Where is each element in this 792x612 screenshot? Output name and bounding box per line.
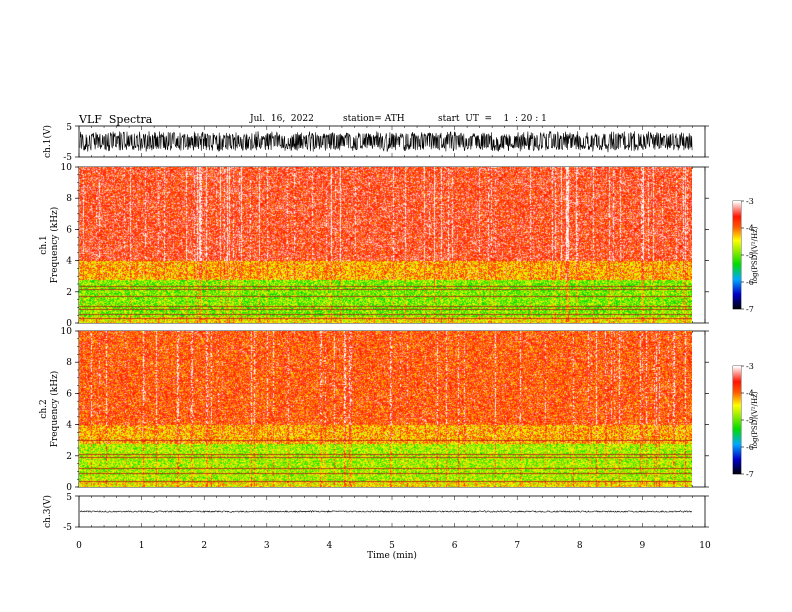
station-label: station= ATH — [343, 114, 405, 124]
ch1-spectrogram-ytick-label: 10 — [61, 163, 73, 173]
ch3-waveform-ytick-top: 5 — [66, 493, 72, 503]
x-tick-label: 10 — [699, 541, 711, 551]
ch1-colorbar-tick-label: -3 — [746, 197, 754, 206]
ch1-spectrogram-ytick-label: 8 — [66, 194, 72, 204]
x-tick-label: 6 — [452, 541, 458, 551]
ch2-colorbar-tick-label: -7 — [746, 470, 754, 479]
ch2-colorbar-tick-label: -5 — [746, 416, 754, 425]
x-tick-label: 7 — [514, 541, 520, 551]
ch2-colorbar-tick-label: -4 — [746, 389, 754, 398]
ch1-spectrogram-ylabel-channel: ch.1 — [39, 235, 49, 254]
ch1-spectrogram-ytick-label: 6 — [66, 225, 72, 235]
ch3-waveform-trace — [79, 510, 693, 513]
ch2-spectrogram-ylabel-channel: ch.2 — [39, 399, 49, 418]
ch1-spectrogram-ytick-label: 2 — [66, 288, 72, 298]
x-tick-label: 0 — [76, 541, 82, 551]
ch1-spectrogram-image — [79, 167, 692, 323]
ch2-colorbar-label: log(PSD)(V²/Hz) — [751, 391, 759, 448]
ch2-spectrogram-ylabel-frequency: Frequency (kHz) — [49, 371, 60, 448]
ch1-colorbar-tick-label: -6 — [746, 278, 754, 287]
ch1-waveform-ylabel: ch.1(V) — [42, 125, 53, 158]
start-time-label: start UT = 1 : 20 : 1 — [438, 114, 547, 124]
ch1-colorbar — [733, 201, 741, 309]
x-tick-label: 3 — [264, 541, 270, 551]
ch1-waveform-ytick-bottom: -5 — [63, 153, 72, 163]
ch2-spectrogram-ytick-label: 8 — [66, 358, 72, 368]
date-label: Jul. 16, 2022 — [250, 114, 314, 124]
ch2-spectrogram-ytick-label: 2 — [66, 452, 72, 462]
ch3-waveform-ylabel: ch.3(V) — [42, 495, 53, 528]
ch1-waveform-ytick-top: 5 — [66, 123, 72, 133]
x-tick-label: 4 — [327, 541, 333, 551]
ch1-waveform-trace — [79, 131, 693, 153]
ch1-spectrogram-ytick-label: 4 — [66, 257, 72, 267]
ch2-spectrogram-image — [79, 331, 692, 487]
ch1-colorbar-label: log(PSD)(V²/Hz) — [751, 226, 759, 283]
ch1-colorbar-tick-label: -7 — [746, 305, 754, 314]
x-tick-label: 2 — [201, 541, 207, 551]
ch2-colorbar-tick-label: -6 — [746, 443, 754, 452]
x-axis-label: Time (min) — [367, 550, 417, 561]
ch2-spectrogram-ytick-label: 6 — [66, 389, 72, 399]
ch1-spectrogram-ytick-label: 0 — [66, 319, 72, 329]
x-tick-label: 8 — [577, 541, 583, 551]
ch3-waveform-ytick-bottom: -5 — [63, 523, 72, 533]
x-tick-label: 1 — [139, 541, 145, 551]
x-tick-label: 5 — [389, 541, 395, 551]
x-tick-label: 9 — [640, 541, 646, 551]
ch2-spectrogram-ytick-label: 4 — [66, 421, 72, 431]
ch2-spectrogram-ytick-label: 0 — [66, 483, 72, 493]
ch1-spectrogram-ylabel-frequency: Frequency (kHz) — [49, 207, 60, 284]
ch2-colorbar — [733, 366, 741, 474]
ch2-spectrogram-ytick-label: 10 — [61, 327, 73, 337]
ch2-colorbar-tick-label: -3 — [746, 362, 754, 371]
ch1-colorbar-tick-label: -4 — [746, 224, 754, 233]
figure-title: VLF Spectra — [79, 113, 153, 126]
ch1-colorbar-tick-label: -5 — [746, 251, 754, 260]
